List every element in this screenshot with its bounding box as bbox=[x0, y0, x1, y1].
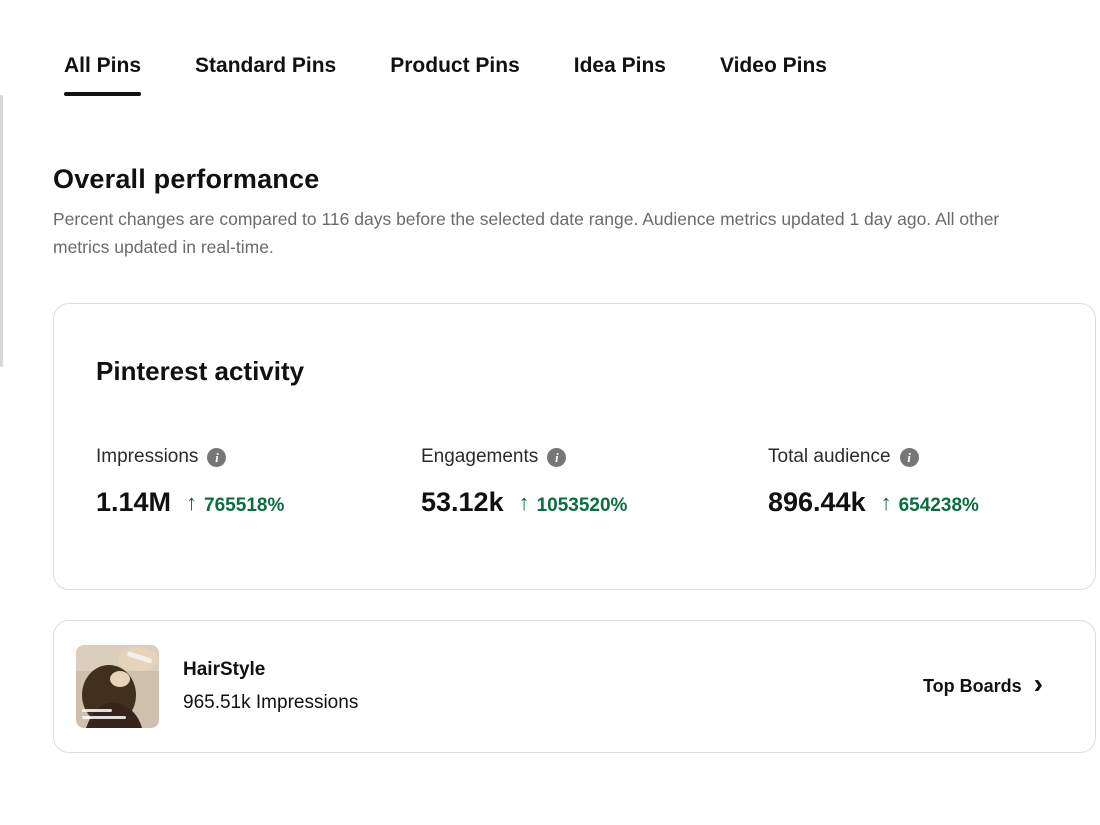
tab-video-pins[interactable]: Video Pins bbox=[719, 54, 827, 77]
metric-value: 53.12k bbox=[421, 487, 504, 517]
info-icon[interactable]: i bbox=[899, 447, 919, 467]
metric-change: 654238% bbox=[898, 495, 979, 516]
metric-total-audience: Total audience i 896.44k ↑ 654238% bbox=[768, 446, 979, 518]
activity-card-title: Pinterest activity bbox=[96, 356, 305, 386]
tab-standard-pins[interactable]: Standard Pins bbox=[195, 54, 337, 77]
metric-change: 1053520% bbox=[536, 495, 628, 516]
pins-tab-bar: All Pins Standard Pins Product Pins Idea… bbox=[0, 0, 1100, 96]
board-impressions: 965.51k Impressions bbox=[183, 692, 359, 713]
top-boards-card: HairStyle 965.51k Impressions Top Boards… bbox=[53, 620, 1096, 753]
metric-label: Impressions bbox=[96, 446, 199, 467]
up-arrow-icon: ↑ bbox=[518, 490, 530, 515]
overview-section: Overall performance Percent changes are … bbox=[0, 96, 1100, 261]
info-icon[interactable]: i bbox=[547, 447, 567, 467]
tab-product-pins[interactable]: Product Pins bbox=[390, 54, 520, 77]
left-scroll-edge bbox=[0, 95, 3, 367]
tab-all-pins[interactable]: All Pins bbox=[64, 54, 142, 96]
metric-label: Engagements bbox=[421, 446, 539, 467]
metric-value: 896.44k bbox=[768, 487, 866, 517]
metric-engagements: Engagements i 53.12k ↑ 1053520% bbox=[421, 446, 627, 518]
chevron-right-icon: › bbox=[1033, 667, 1043, 699]
metric-label: Total audience bbox=[768, 446, 891, 467]
board-name: HairStyle bbox=[183, 659, 266, 680]
page-title: Overall performance bbox=[53, 164, 320, 194]
metric-impressions: Impressions i 1.14M ↑ 765518% bbox=[96, 446, 284, 518]
top-boards-label: Top Boards bbox=[923, 676, 1022, 696]
board-thumbnail-image bbox=[76, 645, 159, 728]
top-boards-link[interactable]: Top Boards › bbox=[923, 667, 1043, 701]
board-thumbnail[interactable] bbox=[76, 645, 159, 728]
up-arrow-icon: ↑ bbox=[186, 490, 198, 515]
up-arrow-icon: ↑ bbox=[880, 490, 892, 515]
overview-description: Percent changes are compared to 116 days… bbox=[53, 209, 1000, 257]
board-info: HairStyle 965.51k Impressions bbox=[183, 659, 358, 714]
metric-change: 765518% bbox=[204, 495, 285, 516]
metric-value: 1.14M bbox=[96, 487, 172, 517]
pinterest-activity-card: Pinterest activity Impressions i 1.14M ↑… bbox=[53, 303, 1096, 590]
info-icon[interactable]: i bbox=[207, 447, 227, 467]
tab-idea-pins[interactable]: Idea Pins bbox=[573, 54, 666, 77]
